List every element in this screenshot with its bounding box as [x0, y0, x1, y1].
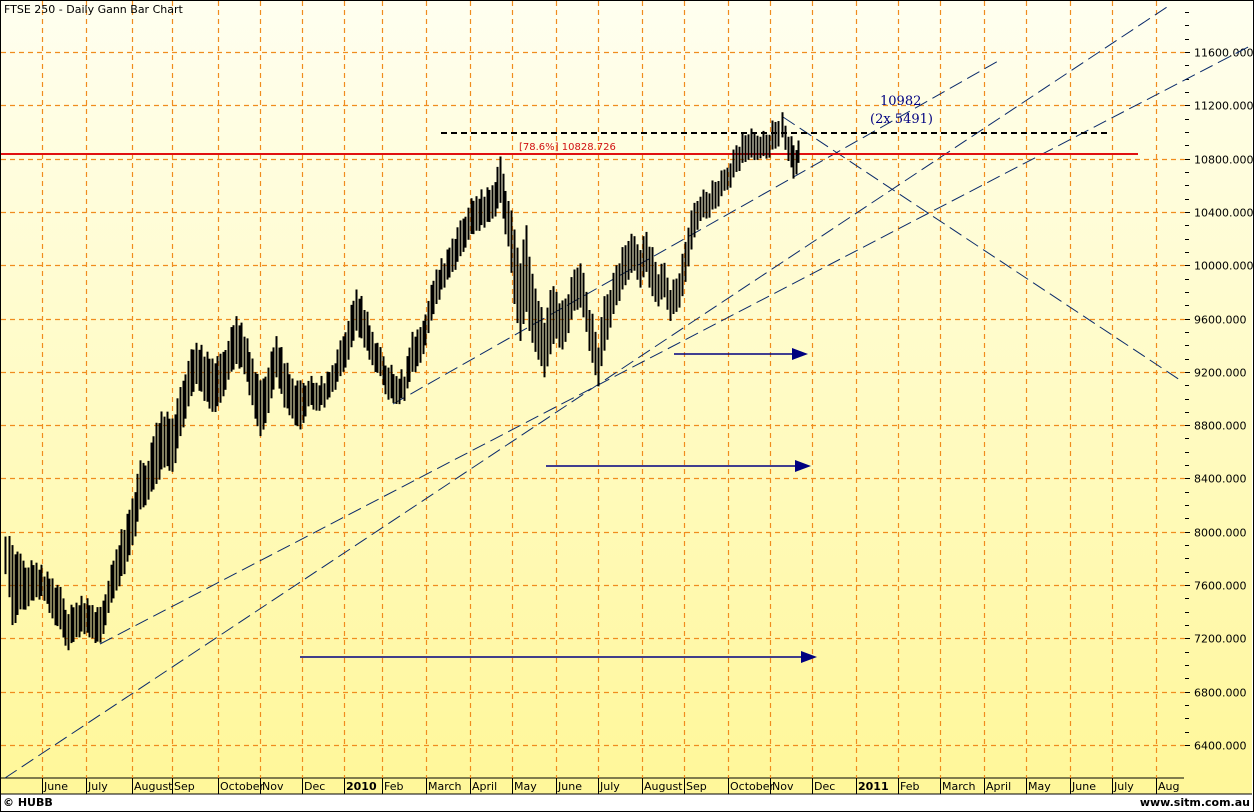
- target-formula-label: (2x 5491): [870, 112, 933, 127]
- x-tick-label: August: [644, 780, 683, 793]
- x-tick-label: Feb: [900, 780, 919, 793]
- x-tick-label: June: [1071, 780, 1096, 793]
- arrow-3-head-icon: [801, 651, 817, 663]
- y-tick-label: 10400.000: [1194, 207, 1254, 220]
- x-tick-label: July: [87, 780, 108, 793]
- y-tick-label: 8400.000: [1194, 473, 1247, 486]
- grid-lines: [1, 1, 1184, 778]
- x-tick-label: August: [134, 780, 173, 793]
- y-tick-label: 11200.000: [1194, 100, 1254, 113]
- x-tick-label: March: [942, 780, 976, 793]
- x-tick-label: July: [1113, 780, 1134, 793]
- y-tick-label: 6800.000: [1194, 687, 1247, 700]
- y-tick-label: 10000.000: [1194, 260, 1254, 273]
- fib-level-label: [78.6%] 10828.726: [519, 142, 616, 153]
- x-tick-label: October: [730, 780, 774, 793]
- x-tick-label: Aug: [1158, 780, 1179, 793]
- y-tick-label: 6400.000: [1194, 740, 1247, 753]
- arrow-1-head-icon: [792, 348, 808, 360]
- arrow-2-head-icon: [795, 460, 811, 472]
- website-link[interactable]: www.sitm.com.au: [1139, 796, 1250, 809]
- y-tick-label: 8000.000: [1194, 527, 1247, 540]
- y-tick-label: 7200.000: [1194, 633, 1247, 646]
- y-axis-strip: [1184, 1, 1252, 778]
- chart-title: FTSE 250 - Daily Gann Bar Chart: [4, 3, 183, 16]
- x-axis-strip: [1, 778, 1184, 794]
- x-tick-label: Feb: [384, 780, 403, 793]
- x-tick-label: May: [514, 780, 537, 793]
- gann-line-lower: [99, 44, 1253, 645]
- y-tick-label: 9200.000: [1194, 367, 1247, 380]
- x-tick-label: Dec: [304, 780, 325, 793]
- target-value-label: 10982: [880, 94, 921, 109]
- y-tick-label: 11600.000: [1194, 47, 1254, 60]
- x-tick-label: March: [428, 780, 462, 793]
- x-tick-label: Nov: [262, 780, 284, 793]
- x-tick-label: April: [472, 780, 497, 793]
- y-tick-label: 9600.000: [1194, 314, 1247, 327]
- x-tick-label: Sep: [174, 780, 195, 793]
- gann-line-middle: [392, 59, 1001, 405]
- price-bars: [4, 112, 800, 651]
- plot-area: [1, 1, 1184, 778]
- copyright-label: © HUBB: [3, 796, 53, 809]
- x-tick-label: 2010: [346, 780, 377, 793]
- y-tick-label: 10800.000: [1194, 154, 1254, 167]
- x-tick-label: Dec: [814, 780, 835, 793]
- x-tick-label: Sep: [686, 780, 707, 793]
- time-projection-arrows: [300, 348, 817, 663]
- x-tick-label: Nov: [772, 780, 794, 793]
- x-tick-label: July: [599, 780, 620, 793]
- x-tick-label: June: [557, 780, 582, 793]
- y-axis: 11600.000 11200.000 10800.000 10400.000 1000…: [1182, 12, 1254, 753]
- x-tick-label: 2011: [858, 780, 889, 793]
- x-tick-label: June: [43, 780, 68, 793]
- x-tick-label: April: [986, 780, 1011, 793]
- y-tick-label: 8800.000: [1194, 420, 1247, 433]
- x-tick-label: May: [1028, 780, 1051, 793]
- y-tick-label: 7600.000: [1194, 580, 1247, 593]
- x-tick-label: October: [220, 780, 264, 793]
